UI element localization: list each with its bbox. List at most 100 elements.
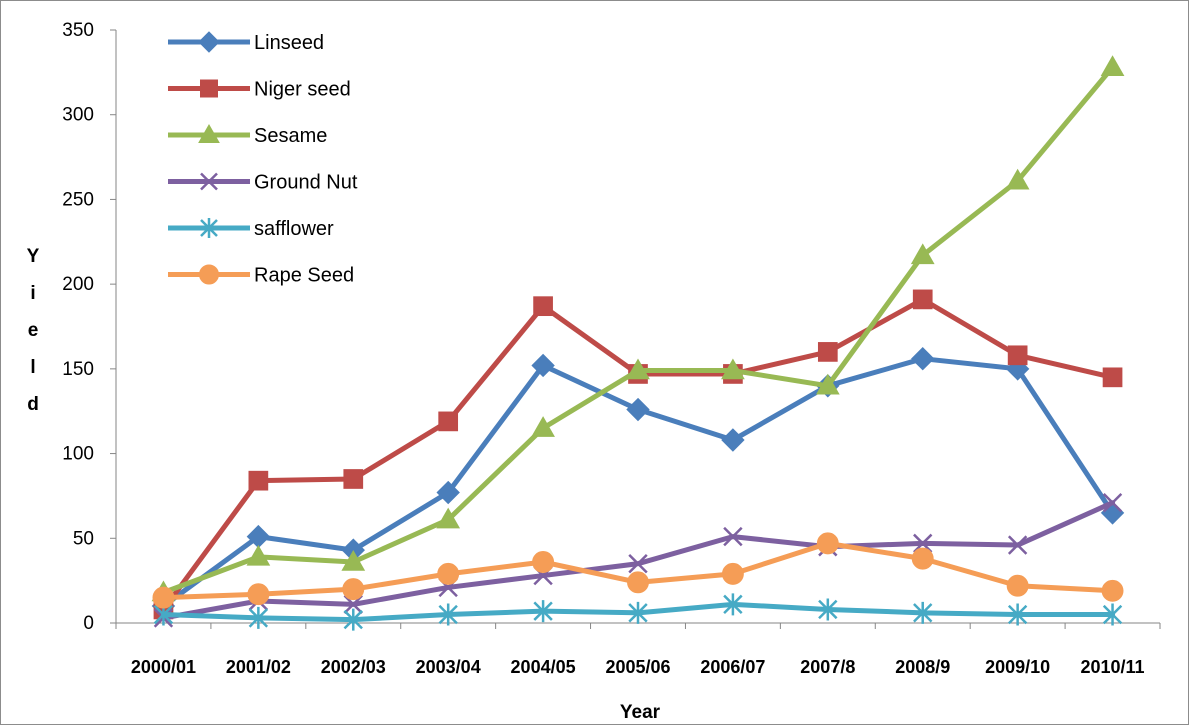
legend-item-ground-nut: Ground Nut: [168, 172, 358, 194]
data-point-niger-seed: [817, 342, 838, 362]
data-point-sesame: [436, 507, 461, 529]
x-tick-label: 2002/03: [321, 657, 386, 677]
data-point-linseed: [531, 353, 555, 378]
data-point-niger-seed: [1007, 345, 1028, 366]
y-tick-label: 0: [83, 613, 94, 634]
legend-item-safflower: safflower: [168, 218, 334, 240]
x-tick-label: 2004/05: [511, 657, 576, 677]
legend-marker: [200, 172, 218, 191]
data-point-rape-seed: [152, 586, 175, 609]
y-tick-label: 150: [62, 359, 94, 380]
data-point-safflower: [1007, 603, 1028, 626]
data-point-rape-seed: [437, 562, 460, 585]
legend-marker: [200, 79, 218, 98]
data-point-niger-seed: [533, 296, 553, 317]
data-point-rape-seed: [247, 583, 270, 606]
x-tick-label: 2008/9: [895, 657, 950, 677]
y-tick-label: 200: [62, 274, 94, 295]
data-point-sesame: [246, 544, 271, 566]
y-axis-title-letter: e: [28, 320, 39, 341]
data-point-linseed: [911, 346, 935, 371]
y-axis-title-letter: Y: [27, 246, 40, 267]
data-point-rape-seed: [342, 578, 365, 601]
x-tick-label: 2009/10: [985, 657, 1050, 677]
x-tick-label: 2005/06: [605, 657, 670, 677]
y-tick-label: 250: [62, 189, 94, 210]
legend-label: Niger seed: [254, 79, 351, 101]
x-tick-label: 2006/07: [700, 657, 765, 677]
data-point-sesame: [341, 549, 366, 571]
legend-marker: [199, 264, 219, 285]
data-point-safflower: [913, 601, 933, 624]
legend-marker: [198, 31, 220, 53]
series-safflower: [153, 593, 1123, 631]
x-tick-label: 2003/04: [416, 657, 481, 677]
legend-item-sesame: Sesame: [168, 123, 327, 147]
y-axis-title-letter: i: [30, 283, 35, 304]
y-tick-label: 350: [62, 20, 94, 41]
x-tick-label: 2010/11: [1081, 657, 1145, 677]
data-point-sesame: [626, 358, 650, 380]
data-point-safflower: [818, 598, 838, 621]
legend-marker: [200, 218, 218, 238]
data-point-safflower: [248, 606, 269, 629]
data-point-ground-nut: [343, 594, 363, 615]
data-point-safflower: [1102, 603, 1123, 626]
y-tick-label: 50: [73, 528, 94, 549]
data-point-rape-seed: [1101, 579, 1124, 602]
series-layer: [151, 55, 1125, 631]
data-point-linseed: [626, 397, 650, 422]
y-tick-label: 300: [62, 105, 94, 126]
data-point-rape-seed: [532, 551, 555, 573]
data-point-linseed: [436, 480, 460, 505]
data-point-sesame: [1005, 168, 1030, 190]
legend-marker: [198, 123, 220, 143]
series-niger-seed: [153, 289, 1123, 620]
legend-item-rape-seed: Rape Seed: [168, 264, 354, 287]
y-axis-title-letter: l: [30, 357, 35, 378]
data-point-niger-seed: [248, 470, 269, 491]
data-point-ground-nut: [628, 554, 648, 574]
data-point-niger-seed: [912, 289, 933, 310]
data-point-ground-nut: [1102, 493, 1123, 513]
legend-label: safflower: [254, 218, 334, 240]
axes: 0 50 100 150 200 250 300 350 2000/01 2001/02 2002/…: [62, 20, 1161, 677]
data-point-linseed: [721, 428, 745, 452]
legend-item-niger-seed: Niger seed: [168, 79, 351, 101]
x-tick-label: 2001/02: [226, 657, 291, 677]
data-point-niger-seed: [438, 411, 459, 432]
x-tick-label: 2007/8: [800, 657, 855, 677]
data-point-ground-nut: [1007, 535, 1028, 555]
data-point-safflower: [438, 603, 458, 626]
legend-label: Rape Seed: [254, 265, 354, 287]
data-point-rape-seed: [816, 532, 839, 555]
data-point-niger-seed: [343, 469, 364, 489]
data-point-rape-seed: [911, 547, 934, 570]
data-point-ground-nut: [723, 526, 743, 547]
data-point-sesame: [721, 358, 745, 380]
data-point-sesame: [1100, 55, 1125, 77]
x-axis-title: Year: [620, 702, 661, 723]
legend-label: Sesame: [254, 125, 327, 147]
data-point-safflower: [723, 593, 743, 616]
legend-label: Linseed: [254, 32, 324, 54]
y-axis-title-letter: d: [27, 394, 39, 415]
legend-label: Ground Nut: [254, 172, 358, 194]
series-line-linseed: [160, 356, 1116, 609]
data-point-sesame: [815, 373, 840, 395]
data-point-ground-nut: [913, 533, 933, 554]
data-point-safflower: [343, 608, 363, 631]
data-point-rape-seed: [627, 571, 649, 594]
data-point-rape-seed: [1006, 574, 1029, 597]
x-tick-label: 2000/01: [131, 657, 196, 677]
data-point-niger-seed: [1102, 367, 1123, 388]
data-point-safflower: [533, 600, 553, 623]
series-rape-seed: [152, 532, 1124, 609]
data-point-sesame: [910, 243, 935, 265]
data-point-sesame: [531, 416, 555, 437]
y-tick-label: 100: [62, 444, 94, 465]
legend-item-linseed: Linseed: [168, 31, 324, 54]
